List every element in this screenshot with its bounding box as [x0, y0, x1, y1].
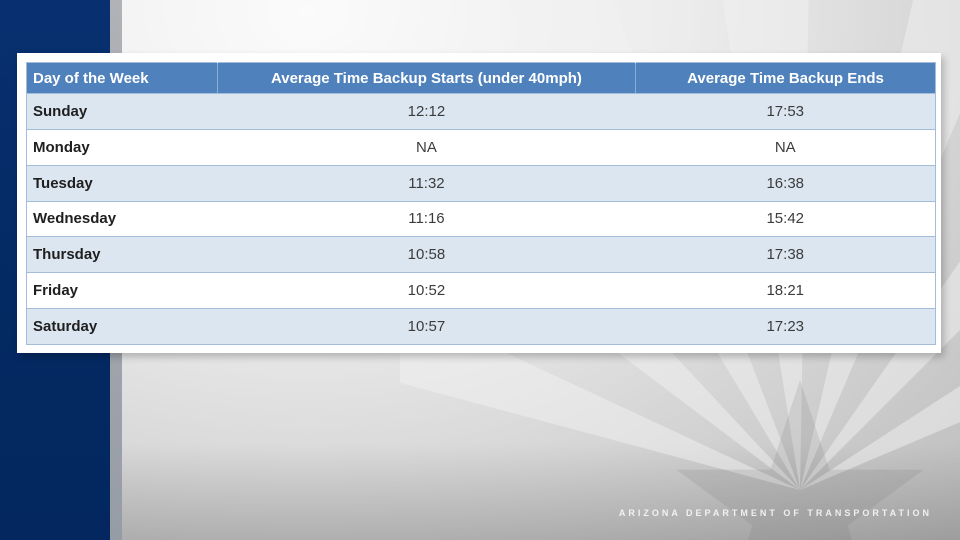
backup-start-cell: 12:12: [217, 93, 636, 130]
backup-start-cell: 10:57: [217, 308, 636, 345]
column-header-backup-ends: Average Time Backup Ends: [635, 62, 936, 94]
backup-start-cell: NA: [217, 128, 636, 166]
day-cell: Tuesday: [26, 164, 218, 202]
table-row: Monday NA NA: [26, 128, 936, 166]
table-body: Sunday 12:12 17:53 Monday NA NA Tuesday 11:32 16…: [26, 93, 936, 345]
table-row: Tuesday 11:32 16:38: [26, 164, 936, 202]
backup-start-cell: 10:52: [217, 272, 636, 309]
table-row: Thursday 10:58 17:38: [26, 236, 936, 273]
day-cell: Saturday: [26, 308, 218, 345]
table-row: Sunday 12:12 17:53: [26, 93, 936, 130]
backup-end-cell: NA: [635, 128, 936, 166]
backup-end-cell: 17:53: [635, 93, 936, 130]
backup-start-cell: 10:58: [217, 236, 636, 273]
day-cell: Sunday: [26, 93, 218, 130]
backup-end-cell: 17:23: [635, 308, 936, 345]
column-header-day: Day of the Week: [26, 62, 218, 94]
column-header-backup-starts: Average Time Backup Starts (under 40mph): [216, 62, 636, 94]
day-cell: Thursday: [26, 236, 218, 273]
backup-times-table: Day of the Week Average Time Backup Star…: [26, 62, 936, 345]
table-row: Friday 10:52 18:21: [26, 272, 936, 309]
backup-end-cell: 18:21: [635, 272, 936, 309]
backup-end-cell: 16:38: [635, 164, 936, 202]
table-card: Day of the Week Average Time Backup Star…: [17, 53, 941, 353]
backup-end-cell: 15:42: [635, 200, 936, 237]
backup-start-cell: 11:32: [217, 164, 636, 202]
day-cell: Friday: [26, 272, 218, 309]
day-cell: Wednesday: [26, 200, 218, 237]
day-cell: Monday: [26, 128, 218, 166]
table-header-row: Day of the Week Average Time Backup Star…: [26, 62, 936, 94]
table-row: Wednesday 11:16 15:42: [26, 200, 936, 237]
footer-agency-label: ARIZONA DEPARTMENT OF TRANSPORTATION: [618, 508, 932, 518]
backup-start-cell: 11:16: [217, 200, 636, 237]
table-row: Saturday 10:57 17:23: [26, 308, 936, 345]
backup-end-cell: 17:38: [635, 236, 936, 273]
